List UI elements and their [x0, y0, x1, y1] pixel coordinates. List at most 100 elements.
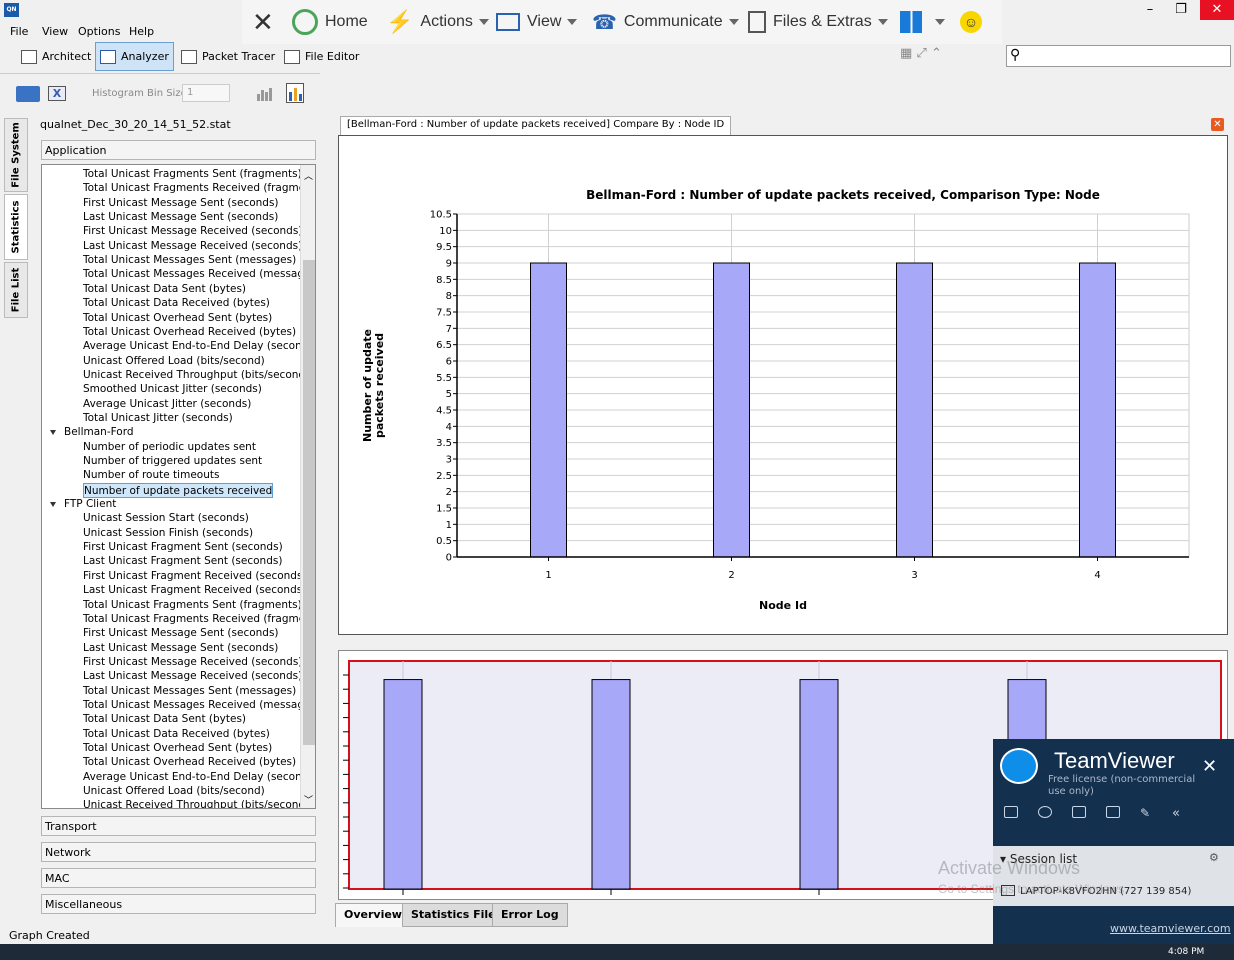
tree-item[interactable]: Number of route timeouts: [83, 468, 219, 482]
tree-item[interactable]: Total Unicast Overhead Received (bytes): [83, 755, 296, 769]
tree-item[interactable]: Unicast Offered Load (bits/second): [83, 784, 265, 798]
tree-item[interactable]: Last Unicast Message Sent (seconds): [83, 641, 278, 655]
tree-item[interactable]: First Unicast Message Sent (seconds): [83, 196, 279, 210]
minimize-button[interactable]: –: [1146, 2, 1154, 17]
tree-item[interactable]: Last Unicast Fragment Received (seconds): [83, 583, 306, 597]
file-editor-button[interactable]: File Editor: [279, 42, 364, 71]
packet-tracer-button[interactable]: Packet Tracer: [176, 42, 280, 71]
teamviewer-close-icon[interactable]: ✕: [1202, 756, 1218, 777]
menu-view[interactable]: View: [42, 25, 69, 38]
tree-item[interactable]: Total Unicast Fragments Sent (fragments): [83, 598, 302, 612]
tree-item[interactable]: Number of triggered updates sent: [83, 454, 262, 468]
tree-item[interactable]: Number of periodic updates sent: [83, 440, 256, 454]
architect-button[interactable]: Architect: [16, 42, 96, 71]
layout-icons[interactable]: ▦ ⤢ ⌃: [900, 46, 942, 61]
tree-item[interactable]: Total Unicast Overhead Sent (bytes): [83, 741, 272, 755]
tree-item[interactable]: Average Unicast Jitter (seconds): [83, 397, 251, 411]
bar-graph-icon[interactable]: [286, 83, 304, 103]
accordion-mac[interactable]: MAC: [41, 868, 316, 888]
files-icon[interactable]: [1106, 806, 1120, 818]
chart-tab[interactable]: [Bellman-Ford : Number of update packets…: [340, 116, 732, 135]
tv-view-button[interactable]: View: [496, 0, 578, 44]
tab-overview[interactable]: Overview: [335, 903, 411, 927]
tv-actions-button[interactable]: ⚡ Actions: [386, 0, 489, 44]
tree-item[interactable]: Total Unicast Fragments Sent (fragments): [83, 167, 302, 181]
accordion-miscellaneous[interactable]: Miscellaneous: [41, 894, 316, 914]
tree-item[interactable]: Total Unicast Jitter (seconds): [83, 411, 233, 425]
menu-options[interactable]: Options: [78, 25, 121, 38]
tree-item[interactable]: Last Unicast Message Received (seconds): [83, 239, 302, 253]
histogram-bin-input[interactable]: 1: [182, 84, 230, 102]
tree-item[interactable]: Total Unicast Fragments Received (fragme…: [83, 181, 315, 195]
accordion-application[interactable]: Application: [41, 140, 316, 160]
chart-close-icon[interactable]: ✕: [1211, 118, 1224, 131]
tree-item[interactable]: First Unicast Message Received (seconds): [83, 224, 302, 238]
tree-item[interactable]: First Unicast Fragment Sent (seconds): [83, 540, 283, 554]
tree-item[interactable]: Last Unicast Fragment Sent (seconds): [83, 554, 282, 568]
tree-item[interactable]: Total Unicast Fragments Received (fragme…: [83, 612, 315, 626]
tv-communicate-button[interactable]: ☎ Communicate: [592, 0, 739, 44]
tree-item[interactable]: Total Unicast Data Received (bytes): [83, 296, 270, 310]
tree-item[interactable]: Total Unicast Data Sent (bytes): [83, 712, 246, 726]
tree-item[interactable]: Total Unicast Messages Sent (messages): [83, 684, 296, 698]
tree-item[interactable]: Total Unicast Data Received (bytes): [83, 727, 270, 741]
tree-item[interactable]: First Unicast Fragment Received (seconds…: [83, 569, 307, 583]
tab-error-log[interactable]: Error Log: [492, 903, 568, 927]
tree-item[interactable]: Number of update packets received: [83, 482, 274, 498]
tree-item[interactable]: Total Unicast Data Sent (bytes): [83, 282, 246, 296]
tree-item[interactable]: First Unicast Message Sent (seconds): [83, 626, 279, 640]
tree-item[interactable]: Average Unicast End-to-End Delay (second…: [83, 339, 315, 353]
video-icon[interactable]: [1004, 806, 1018, 818]
tree-item[interactable]: Total Unicast Messages Sent (messages): [83, 253, 296, 267]
restore-button[interactable]: ❐: [1175, 2, 1187, 17]
tree-group[interactable]: FTP Client: [50, 497, 116, 511]
collapse-icon[interactable]: «: [1172, 806, 1180, 821]
tree-item[interactable]: Total Unicast Messages Received (message…: [83, 698, 315, 712]
tree-item[interactable]: Unicast Session Start (seconds): [83, 511, 249, 525]
tv-windows-button[interactable]: [900, 0, 945, 44]
tree-item[interactable]: Total Unicast Overhead Sent (bytes): [83, 311, 272, 325]
tree-item[interactable]: Unicast Received Throughput (bits/second…: [83, 798, 309, 808]
open-folder-icon[interactable]: [16, 86, 40, 102]
search-input[interactable]: ⚲: [1006, 45, 1231, 67]
tv-close-session-button[interactable]: ✕: [252, 0, 281, 44]
tree-item[interactable]: Smoothed Unicast Jitter (seconds): [83, 382, 262, 396]
tree-item[interactable]: Total Unicast Overhead Received (bytes): [83, 325, 296, 339]
window-close-button[interactable]: ✕: [1200, 0, 1234, 20]
tree-group[interactable]: Bellman-Ford: [50, 425, 134, 439]
gear-icon[interactable]: ⚙: [1209, 851, 1219, 864]
tree-item[interactable]: Unicast Received Throughput (bits/second…: [83, 368, 309, 382]
expand-triangle-icon[interactable]: [50, 429, 56, 435]
accordion-network[interactable]: Network: [41, 842, 316, 862]
menu-file[interactable]: File: [10, 25, 29, 38]
session-item[interactable]: LAPTOP-K8VFO2HN (727 139 854): [1020, 886, 1192, 897]
accordion-transport[interactable]: Transport: [41, 816, 316, 836]
pen-icon[interactable]: ✎: [1140, 806, 1151, 820]
tree-item[interactable]: Last Unicast Message Received (seconds): [83, 669, 302, 683]
analyzer-button[interactable]: Analyzer: [95, 42, 174, 71]
tree-item[interactable]: Last Unicast Message Sent (seconds): [83, 210, 278, 224]
tree-scroll-thumb[interactable]: [303, 260, 315, 745]
expand-triangle-icon[interactable]: [50, 501, 56, 507]
excel-export-icon[interactable]: X: [48, 86, 66, 101]
tv-feedback-button[interactable]: ☺: [960, 0, 989, 44]
tab-file-list[interactable]: File List: [4, 262, 28, 318]
histogram-icon[interactable]: [256, 84, 274, 102]
tree-scrollbar[interactable]: ︿ ﹀: [300, 165, 315, 808]
scroll-up-icon[interactable]: ︿: [304, 172, 314, 182]
tab-statistics[interactable]: Statistics: [4, 194, 28, 260]
tree-item[interactable]: Total Unicast Messages Received (message…: [83, 267, 315, 281]
tree-item[interactable]: Unicast Offered Load (bits/second): [83, 354, 265, 368]
headset-icon[interactable]: [1038, 806, 1052, 818]
menu-help[interactable]: Help: [129, 25, 155, 38]
tab-statistics-file[interactable]: Statistics File: [402, 903, 505, 927]
session-list-title[interactable]: ▾ Session list: [1000, 852, 1078, 866]
teamviewer-link[interactable]: www.teamviewer.com: [1110, 922, 1231, 935]
chat-icon[interactable]: [1072, 806, 1086, 818]
tv-home-button[interactable]: Home: [292, 0, 368, 44]
tree-item[interactable]: First Unicast Message Received (seconds): [83, 655, 302, 669]
tree-item[interactable]: Average Unicast End-to-End Delay (second…: [83, 770, 315, 784]
tab-file-system[interactable]: File System: [4, 118, 28, 192]
tv-files-button[interactable]: Files & Extras: [748, 0, 888, 44]
scroll-down-icon[interactable]: ﹀: [304, 796, 314, 806]
